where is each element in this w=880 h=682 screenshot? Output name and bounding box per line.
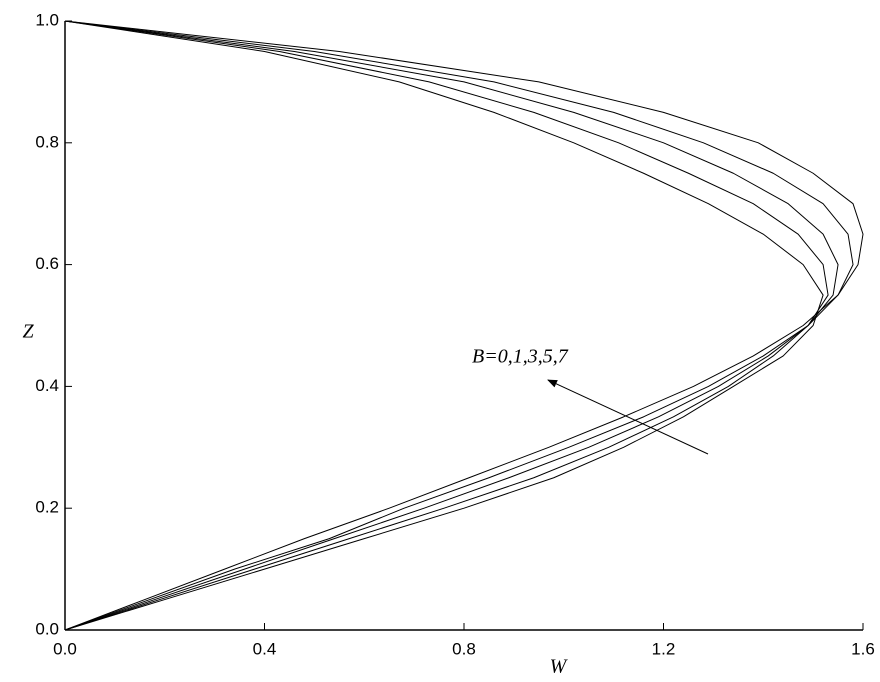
y-tick-label: 1.0 bbox=[35, 10, 59, 29]
page: {"chart_data": { "type": "line", "x_labe… bbox=[0, 0, 880, 682]
chart: W Z B=0,1,3,5,7 0.0 0.4 0.8 1.2 1.6 0.0 0.2 0.4… bbox=[0, 0, 880, 682]
curve bbox=[65, 21, 823, 630]
y-tick-label: 0.0 bbox=[35, 619, 59, 638]
y-tick-label: 0.4 bbox=[35, 376, 59, 395]
x-tick-label: 1.6 bbox=[851, 639, 875, 658]
y-axis-label: Z bbox=[22, 321, 34, 343]
annotation: B=0,1,3,5,7 bbox=[472, 346, 569, 368]
y-tick-label: 0.8 bbox=[35, 132, 59, 151]
x-tick-label: 0.4 bbox=[253, 639, 277, 658]
x-tick-label: 0.0 bbox=[53, 639, 77, 658]
y-tick-label: 0.6 bbox=[35, 254, 59, 273]
curve bbox=[65, 21, 838, 630]
x-tick-label: 0.8 bbox=[452, 639, 476, 658]
curve bbox=[65, 21, 828, 630]
x-axis-label: W bbox=[550, 656, 569, 678]
curve bbox=[65, 21, 853, 630]
curve bbox=[65, 21, 863, 630]
x-tick-label: 1.2 bbox=[652, 639, 676, 658]
y-tick-label: 0.2 bbox=[35, 498, 59, 517]
